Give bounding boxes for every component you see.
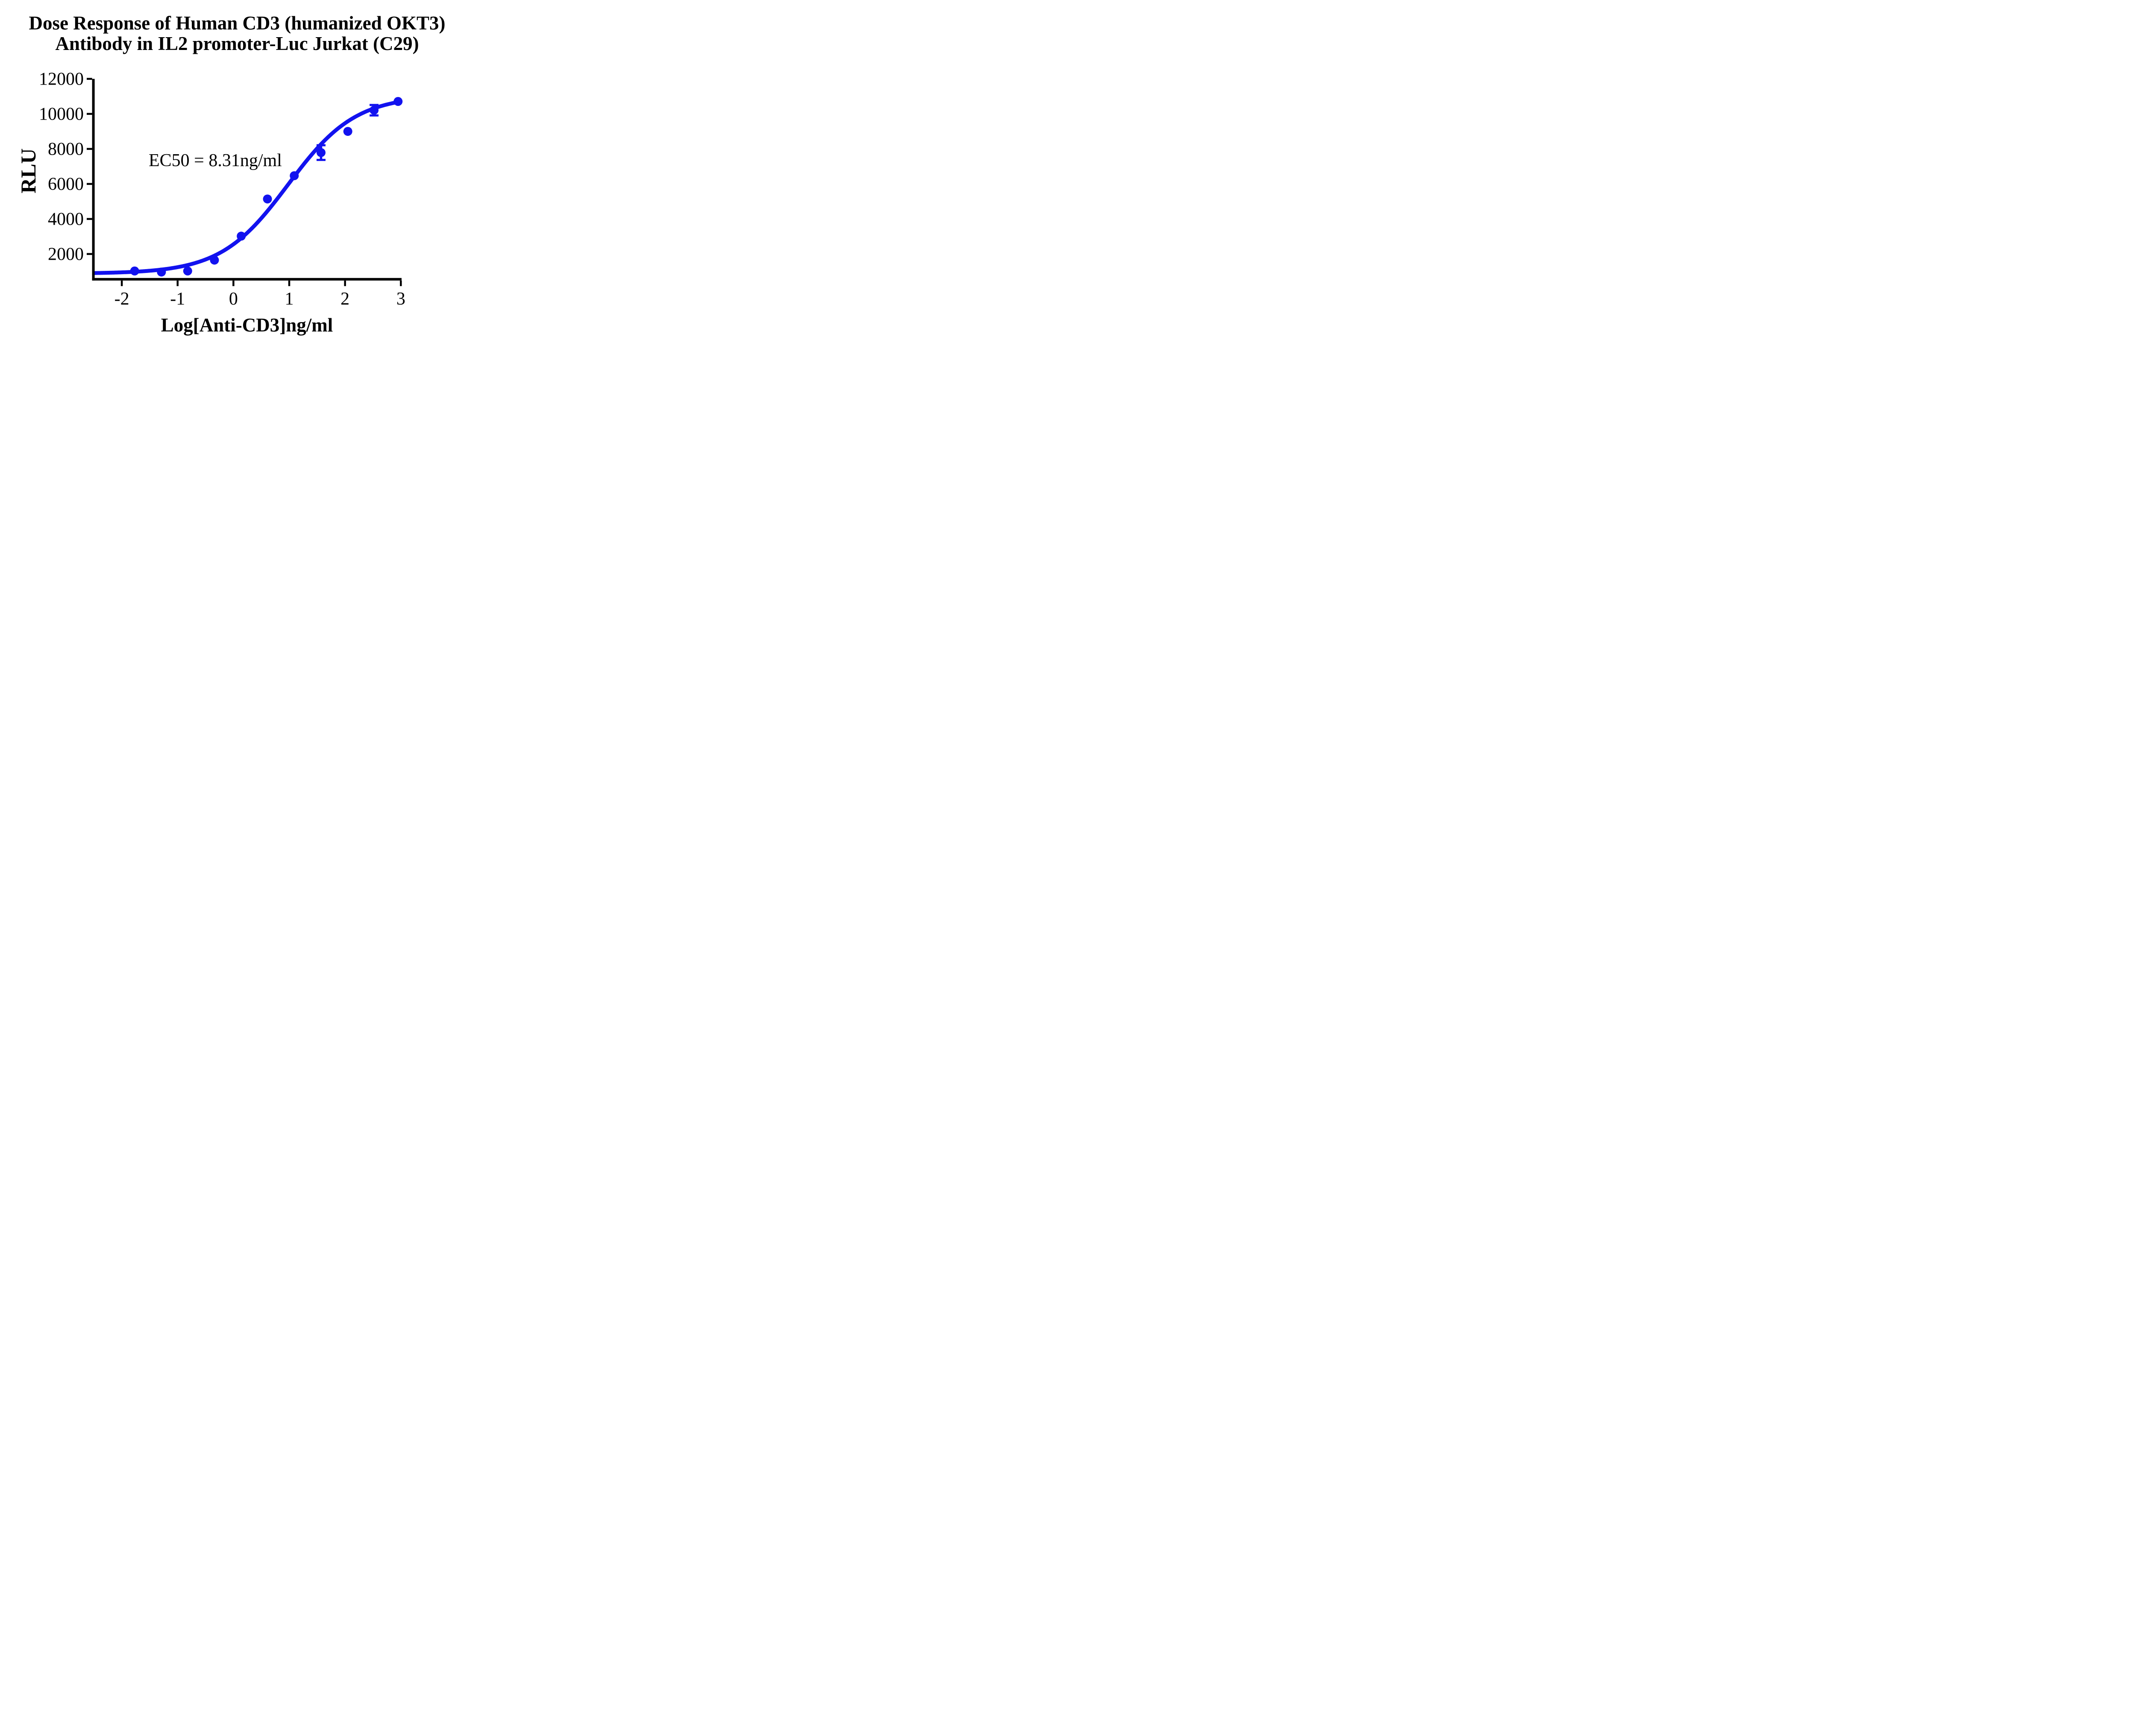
y-tick-label: 10000	[39, 105, 84, 124]
x-tick-label: 1	[285, 289, 294, 309]
x-tick-label: 0	[229, 289, 238, 309]
data-point	[237, 232, 246, 241]
data-point	[370, 106, 379, 115]
x-tick-label: 3	[396, 289, 405, 309]
chart-title-line1: Dose Response of Human CD3 (humanized OK…	[29, 12, 446, 34]
fit-curve	[92, 100, 399, 275]
data-point	[317, 148, 326, 157]
data-point	[210, 255, 219, 265]
y-tick-label: 4000	[48, 210, 84, 229]
y-tick-label: 2000	[48, 245, 84, 264]
y-tick-label: 8000	[48, 140, 84, 159]
x-axis-title: Log[Anti-CD3]ng/ml	[161, 314, 333, 336]
dose-response-chart: 2000 4000 6000 8000 10000 12000 -2 -1 0 1 2 3	[39, 70, 405, 309]
ec50-annotation: EC50 = 8.31ng/ml	[149, 151, 282, 170]
y-tick-label: 6000	[48, 175, 84, 194]
page: Dose Response of Human CD3 (humanized OK…	[0, 0, 474, 347]
data-point	[343, 127, 352, 136]
x-tick-label: -2	[114, 289, 129, 309]
data-point	[157, 267, 166, 277]
chart-title-line2: Antibody in IL2 promoter-Luc Jurkat (C29…	[55, 33, 419, 54]
data-point	[393, 97, 403, 106]
data-point	[130, 266, 139, 276]
x-tick-label: -1	[170, 289, 185, 309]
chart-title: Dose Response of Human CD3 (humanized OK…	[0, 13, 474, 54]
data-point	[183, 266, 192, 276]
data-point	[290, 171, 299, 180]
x-tick-label: 2	[340, 289, 349, 309]
y-tick-label: 12000	[39, 70, 84, 89]
data-point	[263, 194, 272, 204]
